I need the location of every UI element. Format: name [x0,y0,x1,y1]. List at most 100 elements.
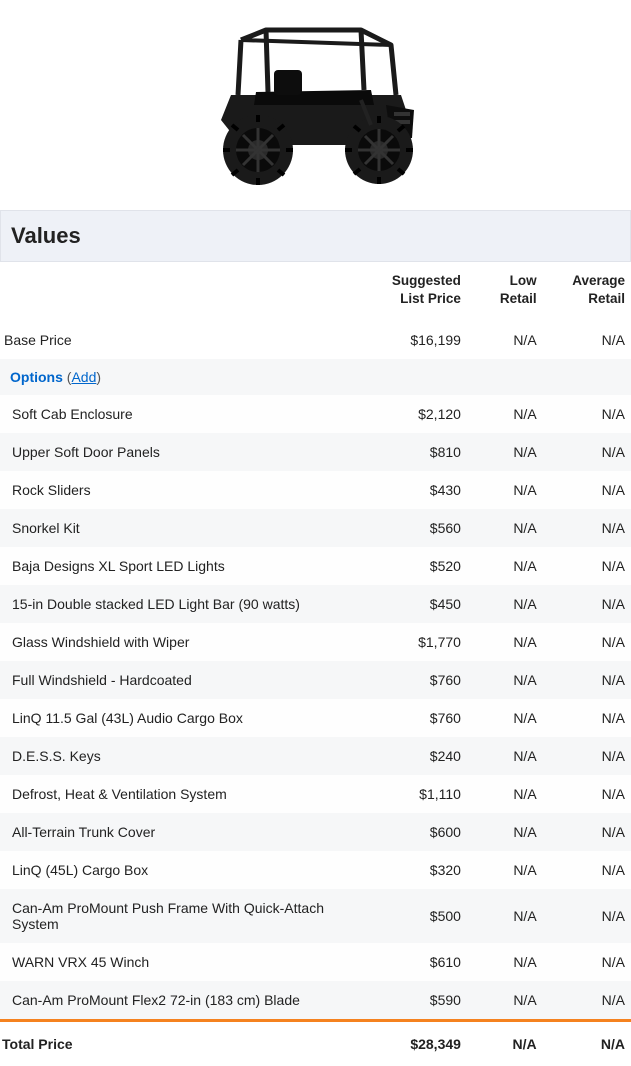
base-price-low: N/A [467,321,543,359]
col-header-label [0,262,341,321]
option-label: Soft Cab Enclosure [0,395,341,433]
option-row: Rock Sliders$430N/AN/A [0,471,631,509]
option-row: LinQ (45L) Cargo Box$320N/AN/A [0,851,631,889]
option-row: All-Terrain Trunk Cover$600N/AN/A [0,813,631,851]
option-row: Defrost, Heat & Ventilation System$1,110… [0,775,631,813]
option-low: N/A [467,981,543,1021]
option-suggested: $760 [341,699,467,737]
option-label: Can-Am ProMount Push Frame With Quick-At… [0,889,341,943]
option-average: N/A [543,737,631,775]
option-label: Defrost, Heat & Ventilation System [0,775,341,813]
option-suggested: $600 [341,813,467,851]
option-average: N/A [543,699,631,737]
option-label: All-Terrain Trunk Cover [0,813,341,851]
option-low: N/A [467,471,543,509]
option-row: LinQ 11.5 Gal (43L) Audio Cargo Box$760N… [0,699,631,737]
option-low: N/A [467,737,543,775]
option-label: Baja Designs XL Sport LED Lights [0,547,341,585]
option-low: N/A [467,433,543,471]
option-label: Full Windshield - Hardcoated [0,661,341,699]
option-label: Snorkel Kit [0,509,341,547]
option-low: N/A [467,661,543,699]
option-row: Can-Am ProMount Push Frame With Quick-At… [0,889,631,943]
total-average: N/A [543,1021,631,1066]
table-header-row: Suggested List Price Low Retail Average … [0,262,631,321]
option-label: Upper Soft Door Panels [0,433,341,471]
option-suggested: $430 [341,471,467,509]
option-suggested: $2,120 [341,395,467,433]
option-average: N/A [543,395,631,433]
col-header-average: Average Retail [543,262,631,321]
option-average: N/A [543,623,631,661]
total-row: Total Price $28,349 N/A N/A [0,1021,631,1066]
base-price-row: Base Price $16,199 N/A N/A [0,321,631,359]
option-low: N/A [467,889,543,943]
option-row: Soft Cab Enclosure$2,120N/AN/A [0,395,631,433]
option-label: Glass Windshield with Wiper [0,623,341,661]
option-average: N/A [543,813,631,851]
total-suggested: $28,349 [341,1021,467,1066]
option-low: N/A [467,623,543,661]
option-average: N/A [543,981,631,1021]
option-suggested: $760 [341,661,467,699]
option-row: Glass Windshield with Wiper$1,770N/AN/A [0,623,631,661]
option-label: 15-in Double stacked LED Light Bar (90 w… [0,585,341,623]
section-title: Values [0,210,631,262]
col-header-low: Low Retail [467,262,543,321]
option-average: N/A [543,547,631,585]
option-row: Upper Soft Door Panels$810N/AN/A [0,433,631,471]
option-low: N/A [467,547,543,585]
pricing-table: Suggested List Price Low Retail Average … [0,262,631,1066]
total-label: Total Price [0,1021,341,1066]
col-header-suggested: Suggested List Price [341,262,467,321]
option-suggested: $590 [341,981,467,1021]
option-suggested: $1,110 [341,775,467,813]
option-label: WARN VRX 45 Winch [0,943,341,981]
option-low: N/A [467,813,543,851]
option-average: N/A [543,433,631,471]
option-label: Can-Am ProMount Flex2 72-in (183 cm) Bla… [0,981,341,1021]
product-image [0,0,631,210]
base-price-suggested: $16,199 [341,321,467,359]
option-row: Can-Am ProMount Flex2 72-in (183 cm) Bla… [0,981,631,1021]
option-low: N/A [467,943,543,981]
option-row: Full Windshield - Hardcoated$760N/AN/A [0,661,631,699]
option-average: N/A [543,943,631,981]
option-label: D.E.S.S. Keys [0,737,341,775]
option-row: 15-in Double stacked LED Light Bar (90 w… [0,585,631,623]
options-label: Options [10,369,63,385]
option-average: N/A [543,509,631,547]
option-average: N/A [543,585,631,623]
option-low: N/A [467,775,543,813]
option-row: Baja Designs XL Sport LED Lights$520N/AN… [0,547,631,585]
total-low: N/A [467,1021,543,1066]
option-row: WARN VRX 45 Winch$610N/AN/A [0,943,631,981]
option-suggested: $610 [341,943,467,981]
option-label: LinQ 11.5 Gal (43L) Audio Cargo Box [0,699,341,737]
base-price-label: Base Price [0,321,341,359]
option-suggested: $560 [341,509,467,547]
option-suggested: $500 [341,889,467,943]
option-low: N/A [467,395,543,433]
options-header-row: Options (Add) [0,359,631,395]
option-suggested: $320 [341,851,467,889]
option-label: LinQ (45L) Cargo Box [0,851,341,889]
add-option-link[interactable]: Add [71,369,96,385]
utv-icon [196,10,436,195]
option-row: D.E.S.S. Keys$240N/AN/A [0,737,631,775]
option-low: N/A [467,699,543,737]
option-label: Rock Sliders [0,471,341,509]
option-suggested: $450 [341,585,467,623]
option-low: N/A [467,509,543,547]
option-average: N/A [543,889,631,943]
option-suggested: $240 [341,737,467,775]
paren-close: ) [96,369,101,385]
option-row: Snorkel Kit$560N/AN/A [0,509,631,547]
option-suggested: $1,770 [341,623,467,661]
option-average: N/A [543,471,631,509]
option-average: N/A [543,851,631,889]
base-price-average: N/A [543,321,631,359]
option-suggested: $520 [341,547,467,585]
option-suggested: $810 [341,433,467,471]
option-low: N/A [467,585,543,623]
